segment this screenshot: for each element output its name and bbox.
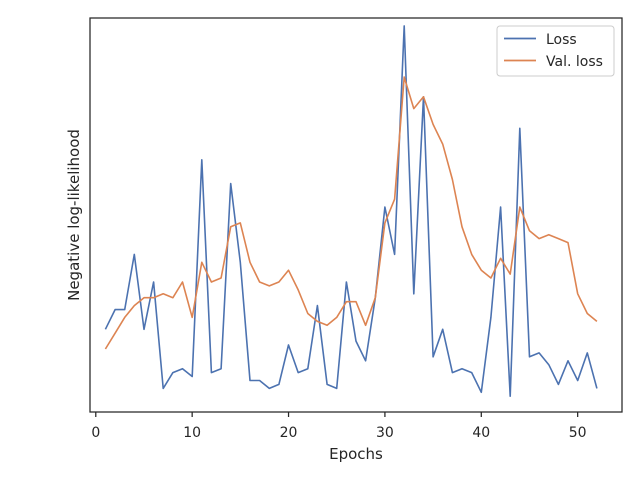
x-tick-label: 0 <box>91 425 100 441</box>
plot-area-frame <box>89 17 623 413</box>
x-tick-label: 20 <box>280 425 298 441</box>
series-line-loss <box>104 25 598 398</box>
x-tick-label: 40 <box>472 425 490 441</box>
y-axis-label: Negative log-likelihood <box>65 129 83 301</box>
legend-label-val-loss: Val. loss <box>546 54 603 70</box>
x-tick-label: 10 <box>183 425 201 441</box>
x-tick-label: 50 <box>569 425 587 441</box>
x-axis-ticks: 0 10 20 30 40 50 <box>91 412 587 441</box>
x-axis-label: Epochs <box>329 445 383 463</box>
x-tick-label: 30 <box>376 425 394 441</box>
series-layer <box>104 25 598 398</box>
series-line-val-loss <box>104 76 598 350</box>
legend: Loss Val. loss <box>496 25 615 77</box>
legend-label-loss: Loss <box>546 32 577 48</box>
